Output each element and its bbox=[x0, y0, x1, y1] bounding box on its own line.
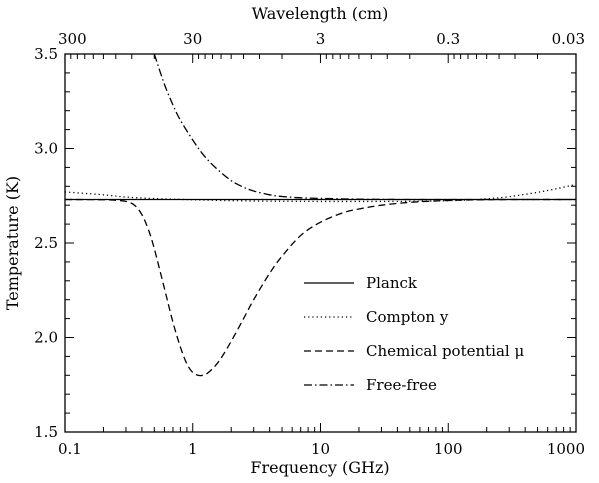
y-tick-label: 1.5 bbox=[34, 423, 58, 441]
series-line-compton-y bbox=[65, 183, 576, 203]
y-tick-label: 3.0 bbox=[34, 140, 58, 158]
legend-label-chemical-potential: Chemical potential μ bbox=[366, 342, 524, 360]
legend-label-planck: Planck bbox=[366, 274, 418, 292]
series-layer bbox=[65, 54, 576, 377]
top-tick-label: 0.3 bbox=[436, 30, 460, 48]
y-tick-label: 2.5 bbox=[34, 234, 58, 252]
x-tick-label: 100 bbox=[434, 440, 463, 458]
x-tick-label: 0.1 bbox=[58, 440, 82, 458]
top-axis-label: Wavelength (cm) bbox=[252, 4, 389, 23]
y-tick-label: 3.5 bbox=[34, 45, 58, 63]
top-tick-label: 300 bbox=[58, 30, 87, 48]
top-tick-label: 30 bbox=[183, 30, 202, 48]
legend: Planck Compton y Chemical potential μ Free-… bbox=[304, 274, 524, 394]
series-line-free-free bbox=[153, 54, 576, 201]
y-tick-label: 2.0 bbox=[34, 329, 58, 347]
series-line-chemical-potential bbox=[65, 198, 576, 377]
top-tick-label: 0.03 bbox=[552, 30, 585, 48]
ticks-layer bbox=[64, 53, 577, 433]
x-axis-label: Frequency (GHz) bbox=[250, 458, 389, 477]
plot-frame bbox=[64, 53, 577, 433]
legend-label-compton-y: Compton y bbox=[366, 308, 449, 326]
x-tick-label: 1000 bbox=[547, 440, 585, 458]
x-tick-label: 10 bbox=[311, 440, 330, 458]
legend-label-free-free: Free-free bbox=[366, 376, 437, 394]
x-tick-label: 1 bbox=[188, 440, 198, 458]
y-axis-label: Temperature (K) bbox=[3, 176, 22, 310]
top-tick-label: 3 bbox=[316, 30, 326, 48]
